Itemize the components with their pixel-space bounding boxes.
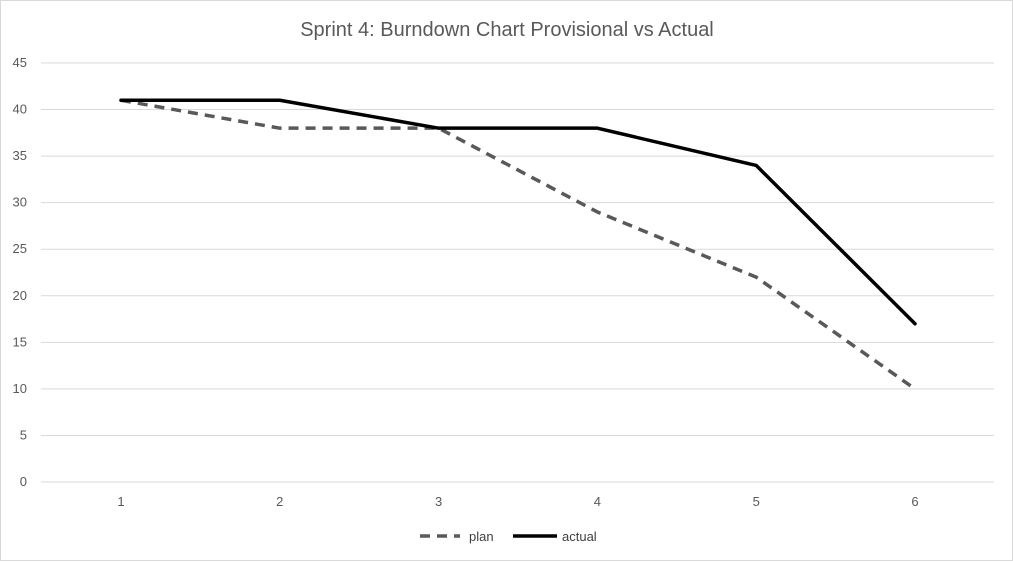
legend: plan actual <box>420 529 597 544</box>
series-line-actual <box>119 98 917 326</box>
y-tick-label: 35 <box>13 148 27 163</box>
gridlines <box>41 62 994 483</box>
y-tick-label: 45 <box>13 55 27 70</box>
y-tick-label: 30 <box>13 195 27 210</box>
x-axis-tick-labels: 1 2 3 4 5 6 <box>117 494 918 509</box>
y-tick-label: 25 <box>13 241 27 256</box>
y-axis-tick-labels: 0 5 10 15 20 25 30 35 40 45 <box>13 55 27 489</box>
x-tick-label: 1 <box>117 494 124 509</box>
series-line-plan <box>120 98 917 391</box>
x-tick-label: 4 <box>594 494 601 509</box>
x-tick-label: 3 <box>435 494 442 509</box>
legend-label-actual: actual <box>562 529 597 544</box>
chart-title: Sprint 4: Burndown Chart Provisional vs … <box>300 19 714 41</box>
legend-label-plan: plan <box>469 529 494 544</box>
y-tick-label: 0 <box>20 474 27 489</box>
y-tick-label: 20 <box>13 288 27 303</box>
series-lines <box>119 98 917 391</box>
y-tick-label: 40 <box>13 102 27 117</box>
x-tick-label: 5 <box>753 494 760 509</box>
y-tick-label: 5 <box>20 427 27 442</box>
y-tick-label: 10 <box>13 381 27 396</box>
y-tick-label: 15 <box>13 334 27 349</box>
x-tick-label: 6 <box>911 494 918 509</box>
x-tick-label: 2 <box>276 494 283 509</box>
